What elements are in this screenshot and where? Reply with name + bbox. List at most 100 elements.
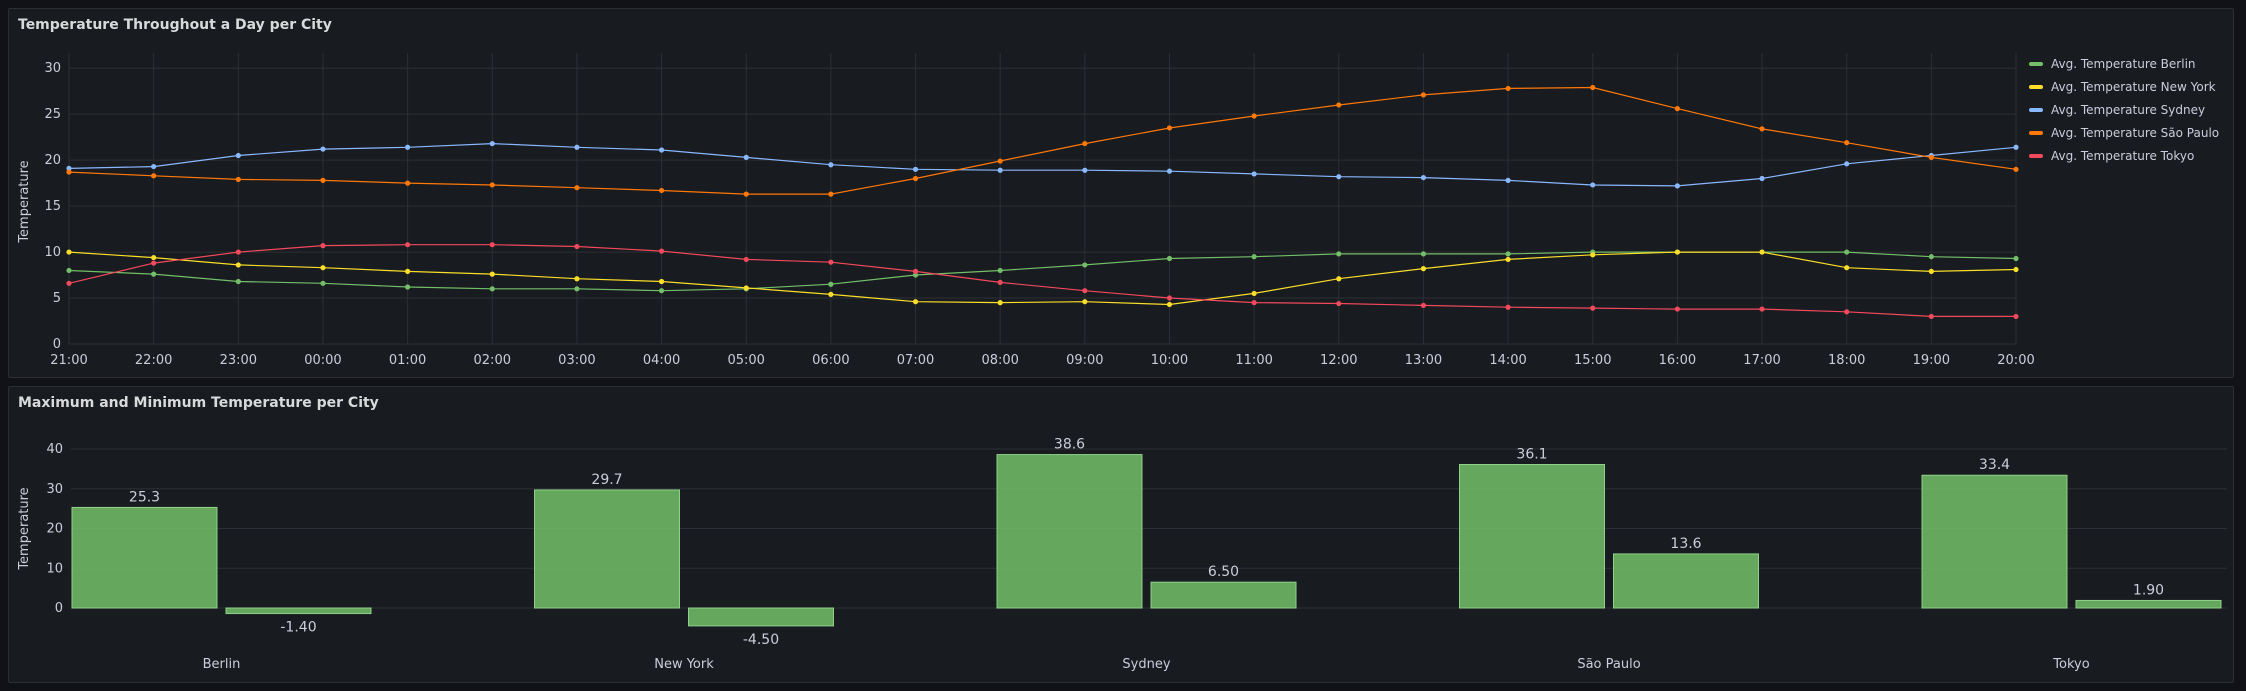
data-point [66,267,72,274]
x-tick-label: 02:00 [474,353,511,368]
legend-label: Avg. Temperature Berlin [2051,56,2196,71]
data-point [743,285,749,291]
data-point [1505,85,1511,92]
data-point [1928,154,1934,160]
legend-item[interactable]: Avg. Temperature New York [2029,75,2219,98]
x-tick-label: 23:00 [220,353,257,368]
legend-item[interactable]: Avg. Temperature Sydney [2029,98,2219,121]
bar-value-label: 6.50 [1208,564,1239,580]
data-point [1928,313,1934,320]
category-label: Sydney [1122,657,1170,672]
data-point [1759,249,1765,255]
x-tick-label: 14:00 [1489,353,1526,368]
y-tick-label: 25 [44,107,61,122]
data-point [1759,126,1765,132]
y-tick-label: 20 [44,153,61,168]
bar [1459,464,1605,609]
data-point [1336,251,1342,257]
data-point [489,182,495,188]
y-axis-label: Temperature [17,160,32,243]
data-point [1759,306,1765,312]
data-point [912,268,919,274]
series-line [68,244,2016,317]
legend-item[interactable]: Avg. Temperature Berlin [2029,52,2219,75]
y-tick-label: 15 [44,199,61,214]
bar [1921,474,2068,609]
x-tick-label: 13:00 [1405,353,1442,368]
line-chart-title[interactable]: Temperature Throughout a Day per City [18,17,332,33]
data-point [1082,288,1088,294]
data-point [574,185,580,191]
data-point [151,260,157,266]
data-point [997,300,1003,306]
data-point [1674,249,1680,255]
data-point [1844,309,1850,315]
x-tick-label: 21:00 [50,353,87,368]
category-label: Berlin [203,657,241,672]
data-point [1674,106,1680,112]
data-point [1844,161,1850,167]
data-point [235,176,241,183]
data-point [489,286,495,292]
line-chart-plot: 0 5 10 15 20 25 30 21:00 22:00 23:00 00:00 01:00 02:… [17,53,2035,368]
x-tick-label: 12:00 [1320,353,1357,368]
data-point [1420,251,1427,257]
bar [225,607,372,615]
legend-item[interactable]: Avg. Temperature Tokyo [2029,144,2219,167]
data-point [320,280,326,286]
data-point [1251,113,1257,119]
category-label: New York [654,657,714,672]
bar-value-label: -4.50 [743,632,779,648]
data-point [574,144,580,150]
data-point [658,147,665,153]
data-point [1420,266,1427,272]
legend-item[interactable]: Avg. Temperature São Paulo [2029,121,2219,144]
bar [71,506,218,609]
data-point [828,281,834,287]
data-point [912,272,919,278]
data-point [2013,255,2019,262]
data-point [1590,182,1596,188]
x-tick-label: 04:00 [643,353,680,368]
data-point [66,249,72,255]
data-point [2013,166,2019,172]
y-tick-label: 30 [44,61,61,76]
bar [1613,553,1759,609]
bar-value-label: 25.3 [129,489,160,505]
bar-chart-title[interactable]: Maximum and Minimum Temperature per City [18,395,379,411]
data-point [1674,306,1680,312]
data-point [1420,302,1427,308]
bar-chart-panel: Maximum and Minimum Temperature per City… [8,386,2234,683]
data-point [1251,254,1257,260]
data-point [1590,252,1596,258]
x-tick-label: 18:00 [1828,353,1865,368]
x-tick-label: 03:00 [558,353,595,368]
data-point [235,278,241,285]
series-line [68,251,2017,292]
data-point [1505,251,1511,257]
x-tick-label: 09:00 [1066,353,1103,368]
data-point [489,271,495,277]
data-point [1759,175,1765,182]
y-tick-label: 10 [46,561,63,576]
y-tick-label: 10 [44,245,61,260]
data-point [997,267,1003,274]
data-point [151,254,157,261]
x-tick-label: 07:00 [897,353,934,368]
data-point [405,284,411,290]
data-point [320,265,326,271]
data-point [1082,299,1088,305]
x-tick-label: 05:00 [727,353,764,368]
data-point [658,278,665,285]
data-point [1082,140,1088,147]
data-point [997,279,1003,286]
data-point [235,249,241,255]
legend-swatch [2029,107,2043,112]
data-point [1420,174,1427,181]
data-point [1505,304,1511,310]
data-point [1251,290,1257,297]
x-tick-label: 08:00 [981,353,1018,368]
data-point [1505,256,1511,263]
x-tick-label: 10:00 [1151,353,1188,368]
